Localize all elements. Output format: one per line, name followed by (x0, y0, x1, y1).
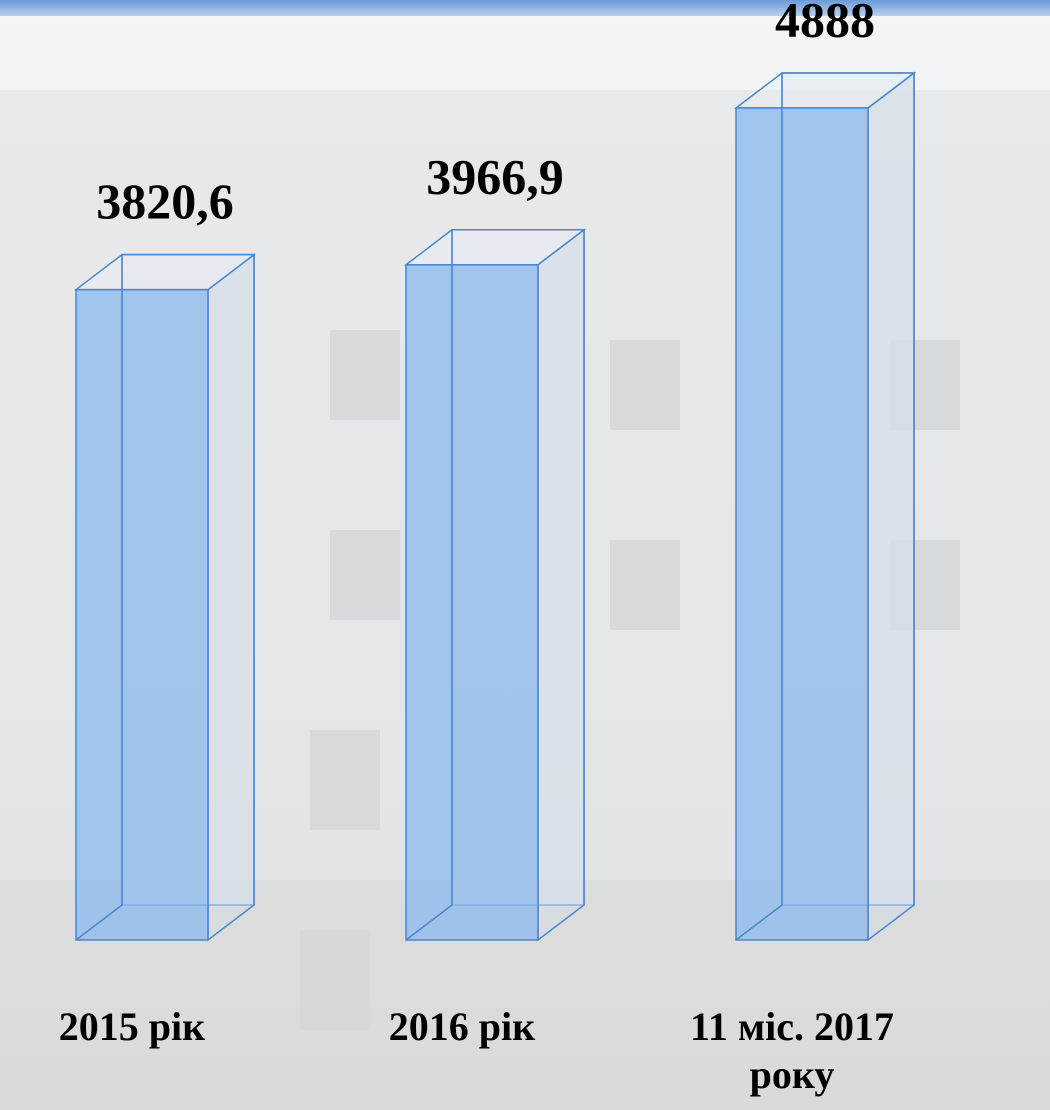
bar-group (733, 71, 917, 942)
bar-edge (75, 904, 123, 941)
bar (75, 288, 209, 941)
bar (405, 264, 539, 941)
x-tick-label: 11 міс. 2017 року (690, 1004, 894, 1097)
bar-side (537, 228, 585, 942)
banner (0, 0, 1050, 16)
bar-group (403, 228, 587, 942)
value-label: 4888 (775, 0, 875, 47)
bar-group (73, 253, 257, 942)
bar-side (867, 71, 915, 942)
x-tick-label: 2016 рік (388, 1004, 536, 1049)
bar-side (207, 253, 255, 942)
value-label: 3820,6 (96, 173, 234, 229)
x-tick-label: 2015 рік (58, 1004, 206, 1049)
bar (735, 107, 869, 941)
bar-edge (735, 904, 783, 941)
bar-edge (405, 904, 453, 941)
value-label: 3966,9 (426, 148, 564, 204)
